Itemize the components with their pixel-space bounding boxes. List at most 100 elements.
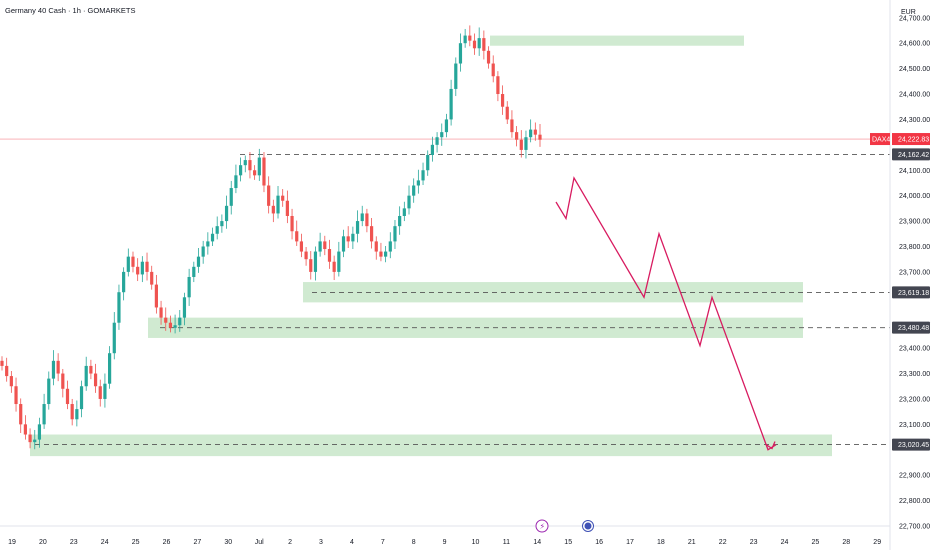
x-tick-label: 27 [194, 539, 202, 546]
candle-body [379, 251, 383, 257]
candle-body [529, 129, 533, 138]
candle-body [215, 226, 219, 234]
candle-body [505, 106, 509, 120]
candle-body [524, 137, 528, 150]
y-tick-label: 23,200.00 [899, 396, 930, 403]
candle-body [37, 424, 42, 440]
candle-body [131, 256, 135, 267]
candle-body [402, 208, 406, 216]
candle-body [168, 322, 173, 328]
candle-body [229, 188, 233, 206]
candle-body [5, 365, 9, 377]
y-tick-label: 22,800.00 [899, 498, 930, 505]
y-tick-label: 24,500.00 [899, 66, 930, 73]
y-tick-label: 22,700.00 [899, 524, 930, 531]
x-tick-label: 22 [719, 539, 727, 546]
candle-body [267, 185, 271, 206]
y-tick-label: 24,300.00 [899, 117, 930, 124]
x-tick-label: 24 [781, 539, 789, 546]
candle-body [463, 35, 467, 44]
candle-body [290, 215, 294, 232]
candle-body [276, 195, 280, 214]
candle-body [84, 365, 88, 387]
candle-body [14, 386, 18, 405]
candle-body [243, 160, 247, 166]
y-tick-label: 23,700.00 [899, 269, 930, 276]
candles [0, 25, 542, 450]
candle-body [262, 157, 266, 186]
x-tick-label: 28 [842, 539, 850, 546]
x-tick-label: 21 [688, 539, 696, 546]
projection-arrow-path [555, 176, 777, 451]
x-tick-label: 10 [472, 539, 480, 546]
candle-body [304, 251, 308, 260]
candle-body [192, 266, 196, 277]
price-axis[interactable]: 24,700.00 24,600.00 24,500.00 24,400.00 24,3… [899, 15, 930, 530]
candle-body [407, 195, 411, 209]
x-tick-label: 24 [101, 539, 109, 546]
level-label-bg [892, 321, 930, 334]
x-tick-label: Jul [255, 539, 264, 546]
x-tick-label: 7 [381, 539, 385, 546]
candle-body [500, 94, 505, 107]
candle-body [430, 144, 434, 156]
x-tick-label: 19 [8, 539, 16, 546]
candle-body [257, 157, 261, 176]
candle-body [346, 236, 350, 242]
currency-label: EUR [901, 9, 916, 16]
candle-body [393, 226, 397, 242]
candle-body [454, 63, 458, 89]
candle-body [75, 409, 79, 420]
y-tick-label: 23,900.00 [899, 219, 930, 226]
candle-body [210, 233, 215, 242]
candle-body [327, 249, 332, 262]
candle-body [187, 276, 191, 298]
candle-body [196, 256, 201, 267]
candle-body [98, 386, 102, 399]
candle-body [351, 233, 355, 242]
time-axis[interactable]: 19 20 23 24 25 26 27 30 Jul 2 3 4 7 8 9 10 11 14 15 16 17 18 2… [8, 539, 881, 546]
y-tick-label: 24,400.00 [899, 92, 930, 99]
candle-body [458, 43, 463, 64]
x-tick-label: 18 [657, 539, 665, 546]
symbol-badge-text: DAX40 [872, 137, 894, 144]
candle-body [164, 317, 168, 323]
event-markers[interactable]: ⚡ [535, 519, 594, 533]
candle-body [154, 284, 158, 308]
price-badge-bg [892, 133, 930, 146]
candle-body [248, 160, 252, 171]
arrow-head-mark [765, 441, 776, 450]
candle-body [355, 221, 360, 234]
candle-body [486, 50, 491, 64]
candle-body [9, 376, 13, 387]
candle-body [19, 404, 23, 425]
level-label-text: 23,480.48 [898, 325, 929, 332]
x-tick-label: 20 [39, 539, 47, 546]
candle-body [234, 175, 238, 189]
x-tick-label: 17 [626, 539, 634, 546]
candle-body [374, 241, 378, 252]
y-tick-label: 23,300.00 [899, 371, 930, 378]
candle-body [510, 119, 514, 133]
candle-body [309, 259, 313, 272]
demand-zone [30, 434, 832, 457]
candle-body [426, 155, 430, 171]
candle-body [491, 63, 495, 77]
candle-body [313, 251, 318, 272]
candle-body [145, 261, 149, 272]
candle-body [444, 119, 449, 133]
x-tick-label: 16 [595, 539, 603, 546]
candle-body [56, 360, 60, 374]
candle-body [482, 38, 486, 51]
candle-body [295, 231, 299, 242]
x-tick-label: 26 [163, 539, 171, 546]
level-lines [35, 153, 890, 446]
level-label-text: 24,162.42 [898, 152, 929, 159]
candle-body [388, 241, 392, 252]
candle-body [472, 40, 477, 49]
price-badge-text: 24,222.83 [898, 137, 929, 144]
candle-body [112, 322, 116, 354]
dividend-event-icon[interactable] [535, 519, 549, 533]
